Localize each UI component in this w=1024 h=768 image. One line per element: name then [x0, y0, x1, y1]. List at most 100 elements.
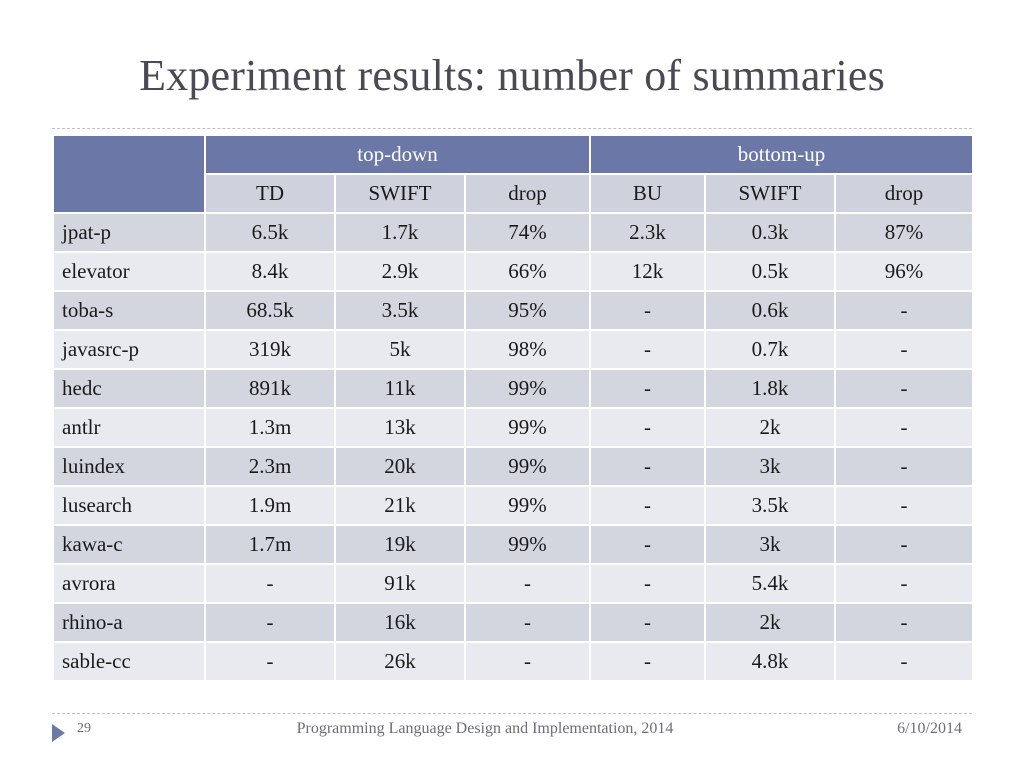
benchmark-name: kawa-c	[52, 524, 206, 565]
bu-value: -	[589, 407, 706, 448]
drop-td-value: 66%	[464, 251, 591, 292]
benchmark-name: toba-s	[52, 290, 206, 331]
bu-value: 12k	[589, 251, 706, 292]
slide-title: Experiment results: number of summaries	[139, 51, 885, 100]
benchmark-name: luindex	[52, 446, 206, 487]
table-row: elevator 8.4k 2.9k 66% 12k 0.5k 96%	[52, 251, 975, 292]
drop-bu-value: -	[833, 602, 975, 643]
swift-bu-value: 0.5k	[704, 251, 836, 292]
table-row: avrora - 91k - - 5.4k -	[52, 563, 975, 604]
drop-td-value: 99%	[464, 485, 591, 526]
benchmark-name: jpat-p	[52, 212, 206, 253]
drop-td-value: 98%	[464, 329, 591, 370]
drop-bu-value: -	[833, 524, 975, 565]
table-row: javasrc-p 319k 5k 98% - 0.7k -	[52, 329, 975, 370]
td-value: 891k	[204, 368, 336, 409]
table-row: luindex 2.3m 20k 99% - 3k -	[52, 446, 975, 487]
swift-td-value: 16k	[334, 602, 466, 643]
column-header-drop-bu: drop	[833, 173, 975, 214]
group-header-row: top-down bottom-up	[52, 134, 975, 214]
drop-bu-value: -	[833, 563, 975, 604]
benchmark-name: antlr	[52, 407, 206, 448]
td-value: 8.4k	[204, 251, 336, 292]
table-row: antlr 1.3m 13k 99% - 2k -	[52, 407, 975, 448]
bu-value: -	[589, 329, 706, 370]
swift-td-value: 11k	[334, 368, 466, 409]
swift-bu-value: 0.7k	[704, 329, 836, 370]
table-row: sable-cc - 26k - - 4.8k -	[52, 641, 975, 682]
table-row: rhino-a - 16k - - 2k -	[52, 602, 975, 643]
page-number: 29	[77, 721, 91, 736]
bu-value: -	[589, 524, 706, 565]
swift-td-value: 13k	[334, 407, 466, 448]
column-header-bu: BU	[589, 173, 706, 214]
bu-value: -	[589, 485, 706, 526]
td-value: 1.7m	[204, 524, 336, 565]
drop-bu-value: -	[833, 329, 975, 370]
drop-bu-value: -	[833, 641, 975, 682]
drop-bu-value: -	[833, 407, 975, 448]
swift-td-value: 2.9k	[334, 251, 466, 292]
column-header-swift-td: SWIFT	[334, 173, 466, 214]
table-row: kawa-c 1.7m 19k 99% - 3k -	[52, 524, 975, 565]
drop-bu-value: -	[833, 485, 975, 526]
swift-bu-value: 5.4k	[704, 563, 836, 604]
corner-cell	[52, 134, 206, 214]
bu-value: -	[589, 563, 706, 604]
swift-td-value: 20k	[334, 446, 466, 487]
swift-bu-value: 4.8k	[704, 641, 836, 682]
td-value: -	[204, 602, 336, 643]
benchmark-name: avrora	[52, 563, 206, 604]
td-value: 2.3m	[204, 446, 336, 487]
swift-bu-value: 3k	[704, 524, 836, 565]
swift-bu-value: 3k	[704, 446, 836, 487]
benchmark-name: sable-cc	[52, 641, 206, 682]
triangle-right-icon	[52, 724, 65, 742]
td-value: -	[204, 563, 336, 604]
td-value: 319k	[204, 329, 336, 370]
swift-td-value: 19k	[334, 524, 466, 565]
bu-value: -	[589, 446, 706, 487]
sub-header-row: TD SWIFT drop BU SWIFT drop	[53, 173, 975, 214]
benchmark-name: javasrc-p	[52, 329, 206, 370]
group-header-bottom-up: bottom-up	[588, 134, 975, 175]
column-header-drop-td: drop	[464, 173, 591, 214]
column-header-swift-bu: SWIFT	[704, 173, 836, 214]
results-table: top-down bottom-up TD SWIFT drop BU SWIF…	[52, 134, 975, 682]
swift-bu-value: 1.8k	[704, 368, 836, 409]
results-table-body: jpat-p 6.5k 1.7k 74% 2.3k 0.3k 87% eleva…	[52, 212, 975, 682]
swift-bu-value: 0.6k	[704, 290, 836, 331]
swift-td-value: 26k	[334, 641, 466, 682]
table-row: hedc 891k 11k 99% - 1.8k -	[52, 368, 975, 409]
drop-td-value: 99%	[464, 368, 591, 409]
swift-td-value: 3.5k	[334, 290, 466, 331]
drop-bu-value: -	[833, 368, 975, 409]
bu-value: -	[589, 641, 706, 682]
table-row: jpat-p 6.5k 1.7k 74% 2.3k 0.3k 87%	[52, 212, 975, 253]
group-header-top-down: top-down	[204, 134, 591, 175]
benchmark-name: lusearch	[52, 485, 206, 526]
swift-bu-value: 2k	[704, 407, 836, 448]
swift-td-value: 91k	[334, 563, 466, 604]
bu-value: 2.3k	[589, 212, 706, 253]
drop-td-value: 99%	[464, 524, 591, 565]
drop-td-value: -	[464, 602, 591, 643]
drop-td-value: -	[464, 563, 591, 604]
drop-td-value: -	[464, 641, 591, 682]
swift-td-value: 5k	[334, 329, 466, 370]
drop-td-value: 95%	[464, 290, 591, 331]
drop-bu-value: -	[833, 290, 975, 331]
benchmark-name: elevator	[52, 251, 206, 292]
td-value: 1.3m	[204, 407, 336, 448]
table-row: toba-s 68.5k 3.5k 95% - 0.6k -	[52, 290, 975, 331]
drop-bu-value: 87%	[833, 212, 975, 253]
drop-td-value: 99%	[464, 407, 591, 448]
drop-td-value: 74%	[464, 212, 591, 253]
benchmark-name: hedc	[52, 368, 206, 409]
column-header-td: TD	[204, 173, 336, 214]
swift-bu-value: 2k	[704, 602, 836, 643]
swift-bu-value: 0.3k	[704, 212, 836, 253]
td-value: 1.9m	[204, 485, 336, 526]
drop-bu-value: -	[833, 446, 975, 487]
swift-td-value: 21k	[334, 485, 466, 526]
